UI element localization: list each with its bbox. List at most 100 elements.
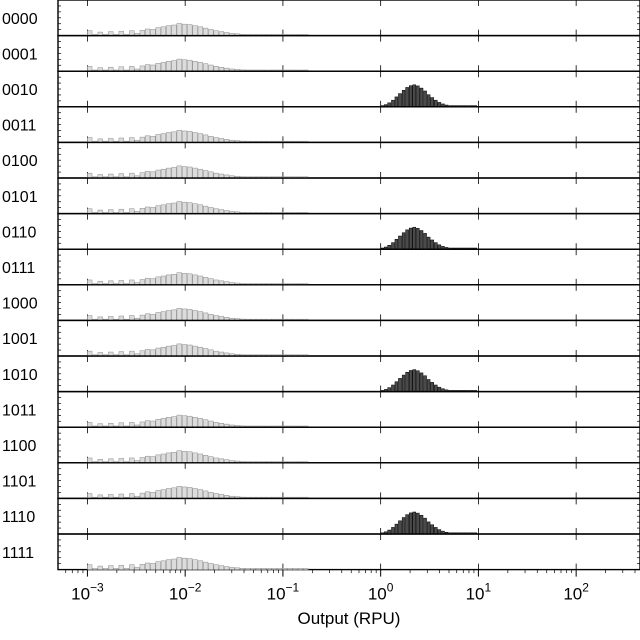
histogram-bar [181,130,188,143]
histogram-bar [171,416,177,428]
histogram-bar [401,374,406,392]
histogram-bar [208,135,214,143]
histogram-bar [150,456,156,464]
histogram-bar [434,527,438,535]
histogram-bar [155,419,161,428]
panel-1110: 1110 [2,497,640,535]
histogram-bar [394,381,399,392]
histogram-bar [150,29,156,36]
x-tick-label: 10−1 [267,581,300,604]
histogram-bar [430,382,434,392]
histogram-bar [423,517,427,535]
histogram-bar [176,308,182,321]
histogram-bar [171,273,177,286]
histogram-bar [166,559,172,570]
histogram-bar [187,202,193,214]
histogram-bar [430,524,434,535]
histogram-bar [176,343,182,357]
panel-label: 1111 [2,545,34,562]
histogram-bar [166,167,172,179]
panel-1100: 1100 [2,426,640,464]
histogram-bar [145,313,151,321]
histogram-bar [187,344,193,357]
histogram-bar [139,208,145,214]
histogram-bar [166,345,172,357]
histogram-bar [87,172,93,179]
histogram-bar [166,132,172,143]
histogram-bar [208,563,214,570]
histogram-bar [192,61,198,72]
histogram-bar [419,87,424,108]
histogram-bar [423,233,427,250]
histogram-bar [408,227,413,250]
histogram-bar [250,568,256,570]
histogram-bar [398,93,402,108]
histogram-bar [208,207,214,214]
histogram-bar [160,489,167,499]
histogram-bar [97,565,103,570]
histogram-bar [218,565,225,570]
histogram-bar [160,62,167,72]
histogram-bar [160,26,167,36]
panel-frame [57,355,640,393]
histogram-bar [405,371,409,392]
histogram-bar [213,350,219,357]
histogram-bar [181,415,188,428]
histogram-bar [160,560,167,570]
histogram-bar [145,277,151,286]
panel-label: 1001 [2,331,38,348]
histogram-bar [176,486,182,499]
histogram-bar [203,63,209,72]
histogram-bar [171,309,177,321]
histogram-bar [129,172,135,179]
histogram-bar [160,275,167,286]
histogram-bar [160,346,167,357]
panel-label: 1000 [2,296,38,313]
histogram-bar [150,207,156,214]
histogram-bar [150,491,156,499]
panel-0010: 0010 [2,70,640,108]
histogram-bar [87,564,93,570]
panel-0100: 0100 [2,141,640,179]
histogram-bar [261,568,267,570]
histogram-bar [145,206,151,214]
histogram-bar [303,568,309,570]
histogram-bar [176,272,182,286]
histogram-bar [187,415,193,428]
x-tick-label: 10−2 [169,581,202,604]
histogram-bar [176,414,182,428]
histogram-bar [208,456,214,464]
histogram-bar [150,64,156,72]
histogram-bar [118,564,124,570]
histogram-bar [419,230,424,250]
histogram-bar [430,239,434,250]
histogram-bar [160,204,167,214]
histogram-bar [416,228,420,250]
histogram-bar [187,166,193,179]
histogram-bar [192,132,198,143]
histogram-bar [160,168,167,179]
histogram-bar [87,422,93,428]
histogram-bar [166,417,172,428]
histogram-bar [401,517,406,535]
histogram-bar [408,85,413,108]
histogram-bar [203,134,209,143]
histogram-bar [197,453,203,464]
histogram-bar [87,30,93,36]
histogram-bar [203,277,209,286]
x-axis-label: Output (RPU) [298,609,401,628]
histogram-bar [176,130,182,143]
histogram-bar [192,310,198,321]
histogram-bar [129,315,135,321]
histogram-bar [139,421,145,428]
histogram-bar [187,487,193,499]
histogram-bar [150,278,156,286]
histogram-bar [426,236,431,250]
histogram-bar [416,370,420,392]
histogram-bar [150,563,156,570]
histogram-bar [276,568,283,570]
histogram-bar [145,491,151,499]
histogram-bar [203,205,209,214]
panel-frame [57,70,640,108]
histogram-bar [160,133,167,143]
